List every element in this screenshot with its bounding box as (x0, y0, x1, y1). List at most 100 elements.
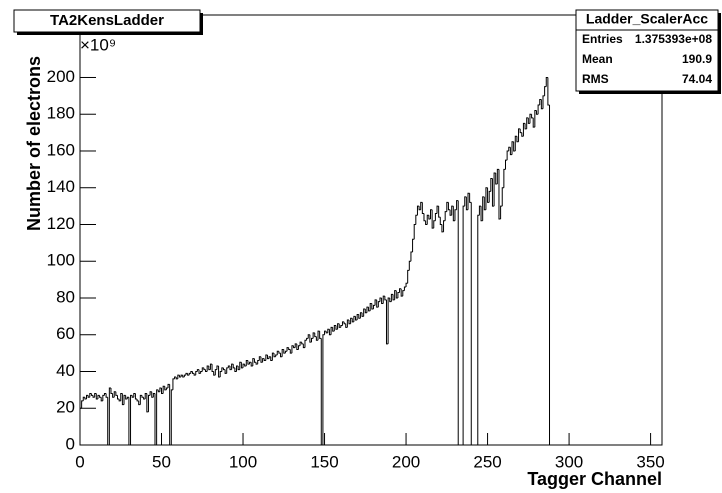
stats-name: Entries (582, 32, 623, 46)
histogram-bin (410, 251, 413, 262)
histogram-bin (203, 367, 206, 371)
histogram-bin (182, 375, 185, 378)
y-tick-label: 20 (56, 398, 75, 417)
y-tick-label: 0 (66, 434, 75, 453)
histogram-bin (294, 343, 297, 348)
histogram-bin (276, 350, 279, 355)
histogram-bin (500, 205, 503, 219)
histogram-bin (327, 328, 330, 333)
histogram-bin (229, 365, 232, 371)
histogram-bin (443, 220, 446, 232)
histogram-bin (90, 393, 94, 396)
histogram-bin (400, 288, 403, 297)
histogram-bin (328, 329, 332, 336)
histogram-bin (257, 359, 260, 365)
histogram-bin (350, 317, 353, 324)
histogram-bin (315, 336, 319, 341)
histogram-bin (110, 388, 113, 395)
histogram-bin (431, 209, 434, 229)
histogram-bin (81, 400, 84, 409)
histogram-bin (511, 141, 514, 155)
stats-value: 1.375393e+08 (635, 32, 712, 46)
histogram-bin (382, 295, 385, 304)
x-tick-label: 300 (555, 452, 583, 471)
histogram-bin (387, 297, 390, 344)
histogram-bin (403, 286, 407, 291)
histogram-bin (408, 260, 411, 271)
stats-title: Ladder_ScalerAcc (586, 11, 708, 27)
histogram-bin (467, 192, 470, 210)
histogram-bin (201, 367, 204, 372)
histogram-bin (535, 110, 539, 115)
histogram-bin (310, 337, 314, 343)
histogram-bin (92, 395, 95, 398)
histogram-bin (136, 399, 139, 402)
histogram-bin (490, 178, 493, 192)
histogram-bin (84, 397, 87, 400)
histogram-bin (86, 394, 89, 400)
histogram-bin (465, 196, 468, 211)
histogram-bin (518, 128, 521, 142)
histogram-bin (180, 374, 183, 378)
histogram-bin (94, 393, 97, 398)
histogram-bin (504, 159, 508, 170)
histogram-bin (478, 205, 482, 216)
histogram-bin (324, 330, 327, 335)
histogram-bin (105, 393, 108, 398)
y-tick-label: 160 (47, 140, 75, 159)
y-tick-label: 120 (47, 214, 75, 233)
histogram-bin (320, 338, 323, 446)
histogram-bin (418, 206, 421, 211)
histogram-bin (532, 117, 535, 128)
histogram-bin (188, 372, 191, 376)
histogram-bin (464, 196, 467, 207)
histogram-bin (509, 147, 513, 156)
histogram-bin (108, 387, 111, 445)
histogram-bin (226, 367, 229, 374)
histogram-bin (307, 334, 310, 339)
histogram-bin (412, 238, 415, 253)
histogram-bin (231, 363, 234, 370)
histogram-bin (544, 86, 547, 96)
histogram-bin (116, 395, 120, 400)
histogram-bin (270, 356, 273, 361)
y-tick-label: 40 (56, 361, 75, 380)
histogram-bin (200, 370, 203, 374)
histogram-bin (366, 306, 369, 313)
title-box (13, 9, 201, 33)
histogram-bin (172, 378, 175, 390)
histogram-bin (521, 132, 524, 137)
histogram-bin (227, 365, 230, 368)
histogram-bin (426, 214, 429, 225)
histogram-bin (281, 348, 284, 357)
histogram-bin (144, 393, 147, 400)
histogram-bin (309, 334, 312, 343)
histogram-bin (252, 358, 255, 366)
histogram-bin (177, 374, 180, 379)
histogram-bin (239, 361, 242, 370)
histogram-bin (514, 135, 517, 151)
histogram-bin (304, 339, 307, 348)
histogram-bin (371, 303, 374, 310)
histogram-bin (196, 369, 200, 372)
histogram-bin (170, 389, 173, 445)
histogram-bin (224, 369, 227, 374)
histogram-bin (152, 393, 155, 398)
histogram-bin (439, 217, 442, 225)
histogram-bin (154, 393, 157, 446)
histogram-bin (498, 169, 501, 220)
histogram-bin (198, 369, 201, 374)
histogram-bin (345, 323, 348, 328)
histogram-bin (218, 365, 221, 378)
x-axis-title: Tagger Channel (527, 469, 662, 489)
histogram-bin (333, 325, 336, 332)
histogram-bin (346, 319, 349, 328)
histogram-bin (496, 168, 499, 185)
histogram-bin (531, 114, 534, 119)
histogram-bin (247, 360, 250, 365)
histogram-bin (369, 303, 372, 311)
histogram-bin (244, 364, 247, 367)
histogram-bin (470, 202, 473, 446)
histogram-bin (190, 370, 193, 374)
histogram-bin (115, 391, 118, 396)
